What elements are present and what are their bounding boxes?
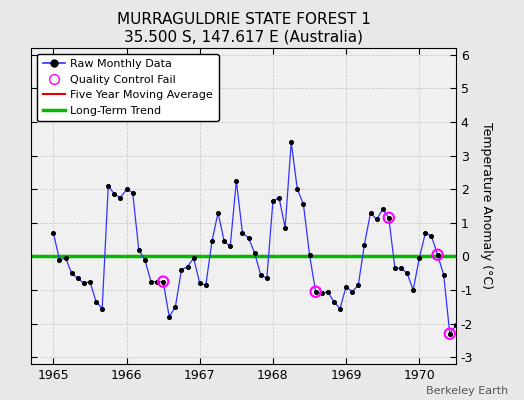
Point (73, 275, 82, 282)
Point (391, 265, 399, 271)
Point (397, 265, 405, 271)
Point (80, 280, 88, 286)
Point (433, 252, 442, 258)
Point (385, 214, 393, 221)
Point (232, 178, 241, 184)
Point (464, 317, 472, 324)
Point (324, 288, 332, 295)
Point (311, 288, 320, 295)
Point (86, 278, 94, 285)
Point (366, 210, 375, 216)
Point (165, 314, 173, 320)
Text: Berkeley Earth: Berkeley Earth (426, 386, 508, 396)
Point (128, 189, 137, 196)
Point (208, 238, 216, 244)
Point (104, 183, 113, 189)
Point (68, 270, 76, 276)
Point (257, 272, 265, 278)
Point (427, 233, 435, 240)
Point (56, 256, 64, 263)
Point (293, 186, 301, 192)
Point (305, 252, 314, 258)
Point (452, 322, 460, 328)
Point (299, 201, 308, 208)
Point (445, 330, 454, 337)
Point (470, 307, 478, 314)
Point (378, 206, 387, 212)
Point (415, 255, 423, 261)
Y-axis label: Temperature Anomaly (°C): Temperature Anomaly (°C) (479, 122, 493, 290)
Point (147, 278, 155, 285)
Point (220, 238, 228, 244)
Point (373, 216, 381, 223)
Point (250, 250, 259, 256)
Point (445, 330, 454, 337)
Point (287, 139, 296, 145)
Point (226, 243, 234, 250)
Point (214, 210, 222, 216)
Point (61, 255, 70, 261)
Point (190, 255, 198, 261)
Point (140, 256, 149, 263)
Point (269, 198, 277, 204)
Point (171, 304, 180, 310)
Point (123, 186, 131, 192)
Point (421, 230, 430, 236)
Point (49, 230, 58, 236)
Point (348, 288, 356, 295)
Point (318, 290, 326, 297)
Point (153, 278, 161, 285)
Point (244, 235, 253, 241)
Point (433, 252, 442, 258)
Point (238, 230, 247, 236)
Point (330, 299, 338, 305)
Point (110, 191, 118, 198)
Point (92, 299, 100, 305)
Point (354, 282, 363, 288)
Title: MURRAGULDRIE STATE FOREST 1
35.500 S, 147.617 E (Australia): MURRAGULDRIE STATE FOREST 1 35.500 S, 14… (117, 12, 370, 44)
Point (275, 194, 283, 201)
Point (116, 194, 125, 201)
Point (360, 242, 368, 248)
Point (263, 275, 271, 282)
Point (159, 278, 167, 285)
Point (183, 263, 192, 270)
Point (458, 314, 466, 320)
Point (159, 278, 167, 285)
Point (440, 272, 448, 278)
Point (342, 284, 351, 290)
Point (98, 305, 106, 312)
Point (336, 305, 344, 312)
Point (409, 287, 418, 293)
Legend: Raw Monthly Data, Quality Control Fail, Five Year Moving Average, Long-Term Tren: Raw Monthly Data, Quality Control Fail, … (37, 54, 219, 121)
Point (385, 214, 393, 221)
Point (177, 267, 185, 273)
Point (281, 225, 289, 231)
Point (195, 280, 204, 286)
Point (135, 246, 143, 253)
Point (311, 288, 320, 295)
Point (403, 270, 411, 276)
Point (202, 282, 210, 288)
